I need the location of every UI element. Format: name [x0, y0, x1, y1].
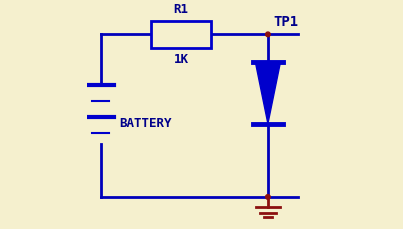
Text: 1K: 1K [173, 53, 188, 66]
Text: TP1: TP1 [274, 15, 299, 29]
Bar [151, 21, 211, 48]
Polygon shape [256, 62, 280, 124]
Text: R1: R1 [173, 3, 188, 16]
Text: BATTERY: BATTERY [119, 117, 172, 130]
Circle shape [266, 32, 270, 37]
Circle shape [266, 195, 270, 199]
